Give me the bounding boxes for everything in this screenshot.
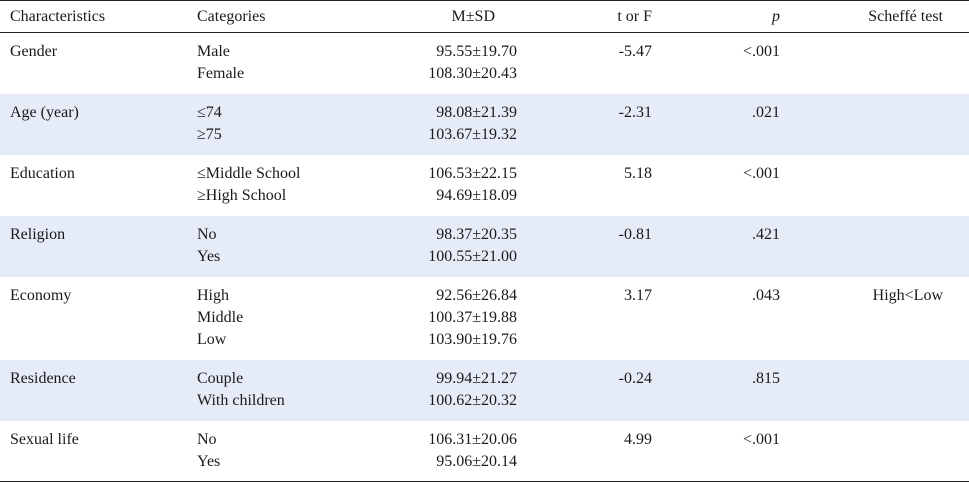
characteristic-cell: Education (10, 165, 75, 182)
table-row: Economy High Middle Low 92.56±26.84 100.37±19… (0, 277, 969, 360)
table-body: Gender Male Female 95.55±19.70 108.30±20.43 -… (0, 33, 969, 482)
category-cell-line: No (197, 226, 217, 243)
category-cell: No Yes (197, 421, 372, 481)
table-row: Religion No Yes 98.37±20.35 100.55±21.00 -0.8… (0, 216, 969, 277)
characteristic-cell: Sexual life (10, 431, 79, 448)
category-cell-line: Female (197, 65, 245, 82)
category-cell-line: With children (197, 392, 285, 409)
msd-cell-line: 106.31±20.06 (428, 431, 517, 448)
t-or-f-cell: 3.17 (624, 287, 652, 304)
header-characteristics: Characteristics (10, 7, 106, 25)
characteristic-cell: Gender (10, 43, 58, 60)
scheffe-cell: High<Low (872, 287, 943, 304)
t-or-f-cell: -5.47 (618, 43, 652, 60)
table-header: Characteristics Categories M±SD t or F p… (0, 0, 969, 33)
scheffe-cell (780, 33, 969, 94)
msd-cell: 99.94±21.27 100.62±20.32 (372, 360, 517, 421)
category-cell-line: Yes (197, 248, 221, 265)
t-or-f-cell: 5.18 (624, 165, 652, 182)
table-row: Residence Couple With children 99.94±21.27 1… (0, 360, 969, 421)
p-value-cell: .043 (752, 287, 780, 304)
t-or-f-cell: 4.99 (624, 431, 652, 448)
category-cell-line: Middle (197, 309, 244, 326)
msd-cell-line: 100.62±20.32 (428, 392, 517, 409)
header-scheffe: Scheffé test (868, 7, 943, 25)
p-value-cell: .815 (752, 370, 780, 387)
p-value-cell: <.001 (742, 165, 780, 182)
t-or-f-cell: -0.81 (618, 226, 652, 243)
msd-cell-line: 94.69±18.09 (436, 187, 517, 204)
msd-cell: 92.56±26.84 100.37±19.88 103.90±19.76 (372, 277, 517, 360)
characteristic-cell: Economy (10, 287, 72, 304)
table-row: Age (year) ≤74 ≥75 98.08±21.39 103.67±19.32-… (0, 94, 969, 155)
msd-cell-line: 100.37±19.88 (428, 309, 517, 326)
characteristic-cell: Religion (10, 226, 66, 243)
category-cell: Couple With children (197, 360, 372, 421)
msd-cell-line: 98.37±20.35 (436, 226, 517, 243)
category-cell: Male Female (197, 33, 372, 94)
category-cell: ≤74 ≥75 (197, 94, 372, 155)
msd-cell: 95.55±19.70 108.30±20.43 (372, 33, 517, 94)
msd-cell-line: 95.55±19.70 (436, 43, 517, 60)
category-cell-line: Yes (197, 453, 221, 470)
category-cell-line: High (197, 287, 229, 304)
msd-cell-line: 98.08±21.39 (436, 104, 517, 121)
characteristic-cell: Residence (10, 370, 76, 387)
table-row: Education ≤Middle School ≥High School 106.5… (0, 155, 969, 216)
p-value-cell: .021 (752, 104, 780, 121)
category-cell: ≤Middle School ≥High School (197, 155, 372, 216)
msd-cell: 106.31±20.06 95.06±20.14 (372, 421, 517, 481)
header-msd: M±SD (451, 7, 495, 25)
table-row: Gender Male Female 95.55±19.70 108.30±20.43 -… (0, 33, 969, 94)
category-cell-line: Low (197, 331, 227, 348)
msd-cell-line: 99.94±21.27 (436, 370, 517, 387)
table-row: Sexual life No Yes 106.31±20.06 95.06±20.14 4… (0, 421, 969, 482)
p-value-cell: .421 (752, 226, 780, 243)
p-value-cell: <.001 (742, 43, 780, 60)
msd-cell: 106.53±22.15 94.69±18.09 (372, 155, 517, 216)
scheffe-cell (780, 155, 969, 216)
msd-cell-line: 103.90±19.76 (428, 331, 517, 348)
scheffe-cell (780, 421, 969, 481)
category-cell-line: Couple (197, 370, 244, 387)
msd-cell-line: 103.67±19.32 (428, 126, 517, 143)
category-cell-line: No (197, 431, 217, 448)
msd-cell-line: 106.53±22.15 (428, 165, 517, 182)
msd-cell-line: 92.56±26.84 (436, 287, 517, 304)
msd-cell: 98.37±20.35 100.55±21.00 (372, 216, 517, 277)
category-cell: High Middle Low (197, 277, 372, 360)
msd-cell-line: 95.06±20.14 (436, 453, 517, 470)
category-cell: No Yes (197, 216, 372, 277)
msd-cell: 98.08±21.39 103.67±19.32 (372, 94, 517, 155)
t-or-f-cell: -2.31 (618, 104, 652, 121)
p-value-cell: <.001 (742, 431, 780, 448)
header-categories: Categories (197, 7, 266, 25)
header-p: p (772, 7, 780, 25)
t-or-f-cell: -0.24 (618, 370, 652, 387)
category-cell-line: ≥High School (197, 187, 287, 204)
msd-cell-line: 108.30±20.43 (428, 65, 517, 82)
characteristic-cell: Age (year) (10, 104, 79, 121)
category-cell-line: Male (197, 43, 230, 60)
msd-cell-line: 100.55±21.00 (428, 248, 517, 265)
scheffe-cell (780, 94, 969, 155)
scheffe-cell (780, 360, 969, 421)
category-cell-line: ≥75 (197, 126, 222, 143)
scheffe-cell (780, 216, 969, 277)
header-t-or-f: t or F (617, 7, 652, 25)
category-cell-line: ≤74 (197, 104, 222, 121)
category-cell-line: ≤Middle School (197, 165, 301, 182)
